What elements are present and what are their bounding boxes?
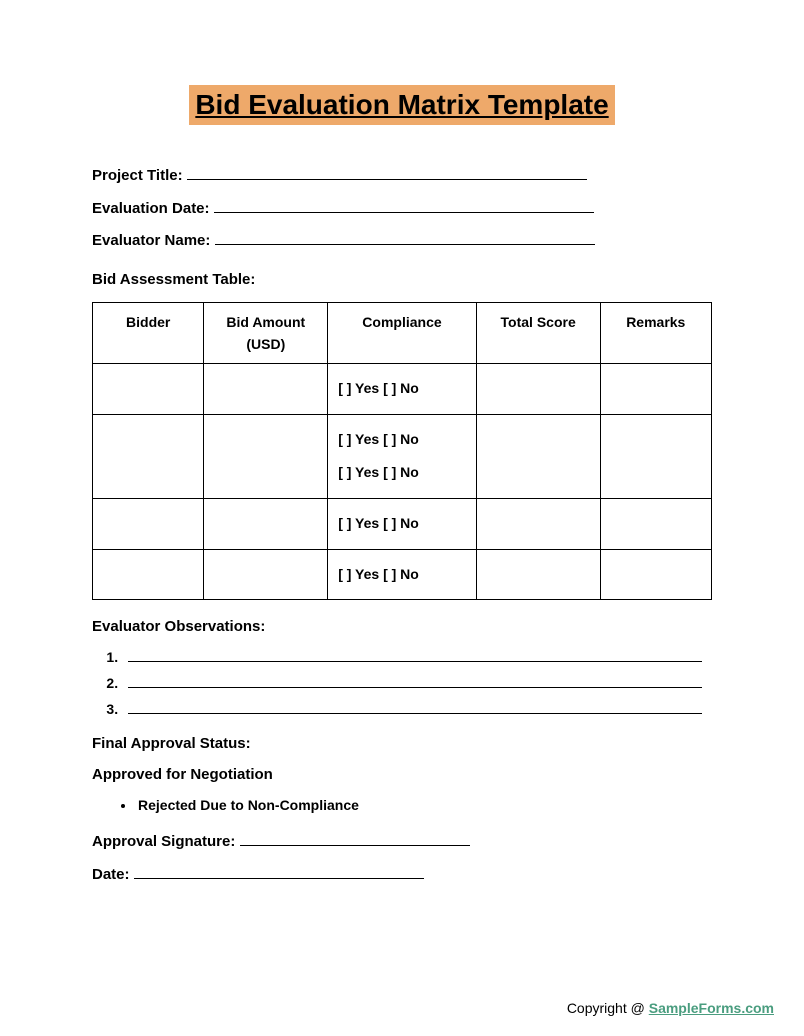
cell-amount[interactable]	[204, 549, 328, 600]
cell-compliance[interactable]: [ ] Yes [ ] No	[328, 499, 477, 550]
observation-item	[122, 675, 712, 691]
table-row: [ ] Yes [ ] No	[93, 549, 712, 600]
page-title: Bid Evaluation Matrix Template	[189, 85, 614, 125]
approval-date-label: Date:	[92, 866, 130, 883]
cell-score[interactable]	[476, 549, 600, 600]
cell-bidder[interactable]	[93, 499, 204, 550]
approval-signature-label: Approval Signature:	[92, 833, 235, 850]
title-wrap: Bid Evaluation Matrix Template	[92, 85, 712, 125]
cell-remarks[interactable]	[600, 499, 711, 550]
approval-date-row: Date:	[92, 864, 712, 887]
observation-line[interactable]	[128, 676, 702, 688]
table-header-row: Bidder Bid Amount (USD) Compliance Total…	[93, 302, 712, 364]
evaluation-date-line[interactable]	[214, 199, 594, 213]
project-title-line[interactable]	[187, 166, 587, 180]
cell-remarks[interactable]	[600, 549, 711, 600]
approval-date-line[interactable]	[134, 865, 424, 879]
cell-remarks[interactable]	[600, 414, 711, 498]
observation-line[interactable]	[128, 650, 702, 662]
observations-heading: Evaluator Observations:	[92, 618, 712, 635]
cell-amount[interactable]	[204, 499, 328, 550]
evaluation-date-label: Evaluation Date:	[92, 200, 210, 217]
observations-list	[122, 649, 712, 717]
evaluator-name-line[interactable]	[215, 231, 595, 245]
table-row: [ ] Yes [ ] No	[93, 364, 712, 415]
col-bid-amount: Bid Amount (USD)	[204, 302, 328, 364]
cell-bidder[interactable]	[93, 549, 204, 600]
col-remarks: Remarks	[600, 302, 711, 364]
sampleforms-link[interactable]: SampleForms.com	[649, 1000, 774, 1016]
cell-amount[interactable]	[204, 364, 328, 415]
cell-score[interactable]	[476, 364, 600, 415]
col-compliance: Compliance	[328, 302, 477, 364]
cell-score[interactable]	[476, 414, 600, 498]
bid-assessment-heading: Bid Assessment Table:	[92, 271, 712, 288]
footer: Copyright @ SampleForms.com	[567, 1000, 774, 1016]
approval-signature-row: Approval Signature:	[92, 831, 712, 854]
col-bidder: Bidder	[93, 302, 204, 364]
observation-line[interactable]	[128, 702, 702, 714]
evaluation-date-row: Evaluation Date:	[92, 198, 712, 221]
cell-compliance[interactable]: [ ] Yes [ ] No[ ] Yes [ ] No	[328, 414, 477, 498]
observation-item	[122, 701, 712, 717]
cell-compliance[interactable]: [ ] Yes [ ] No	[328, 549, 477, 600]
final-approval-heading: Final Approval Status:	[92, 735, 712, 752]
evaluator-name-label: Evaluator Name:	[92, 232, 210, 249]
col-total-score: Total Score	[476, 302, 600, 364]
project-title-row: Project Title:	[92, 165, 712, 188]
cell-compliance[interactable]: [ ] Yes [ ] No	[328, 364, 477, 415]
cell-remarks[interactable]	[600, 364, 711, 415]
status-list: Rejected Due to Non-Compliance	[136, 797, 712, 813]
evaluator-name-row: Evaluator Name:	[92, 230, 712, 253]
cell-score[interactable]	[476, 499, 600, 550]
approval-signature-line[interactable]	[240, 832, 470, 846]
rejected-item: Rejected Due to Non-Compliance	[136, 797, 712, 813]
cell-amount[interactable]	[204, 414, 328, 498]
table-row: [ ] Yes [ ] No	[93, 499, 712, 550]
project-title-label: Project Title:	[92, 167, 183, 184]
table-row: [ ] Yes [ ] No[ ] Yes [ ] No	[93, 414, 712, 498]
approved-for-negotiation: Approved for Negotiation	[92, 766, 712, 783]
cell-bidder[interactable]	[93, 364, 204, 415]
bid-assessment-table: Bidder Bid Amount (USD) Compliance Total…	[92, 302, 712, 601]
observation-item	[122, 649, 712, 665]
copyright-text: Copyright @	[567, 1000, 649, 1016]
cell-bidder[interactable]	[93, 414, 204, 498]
